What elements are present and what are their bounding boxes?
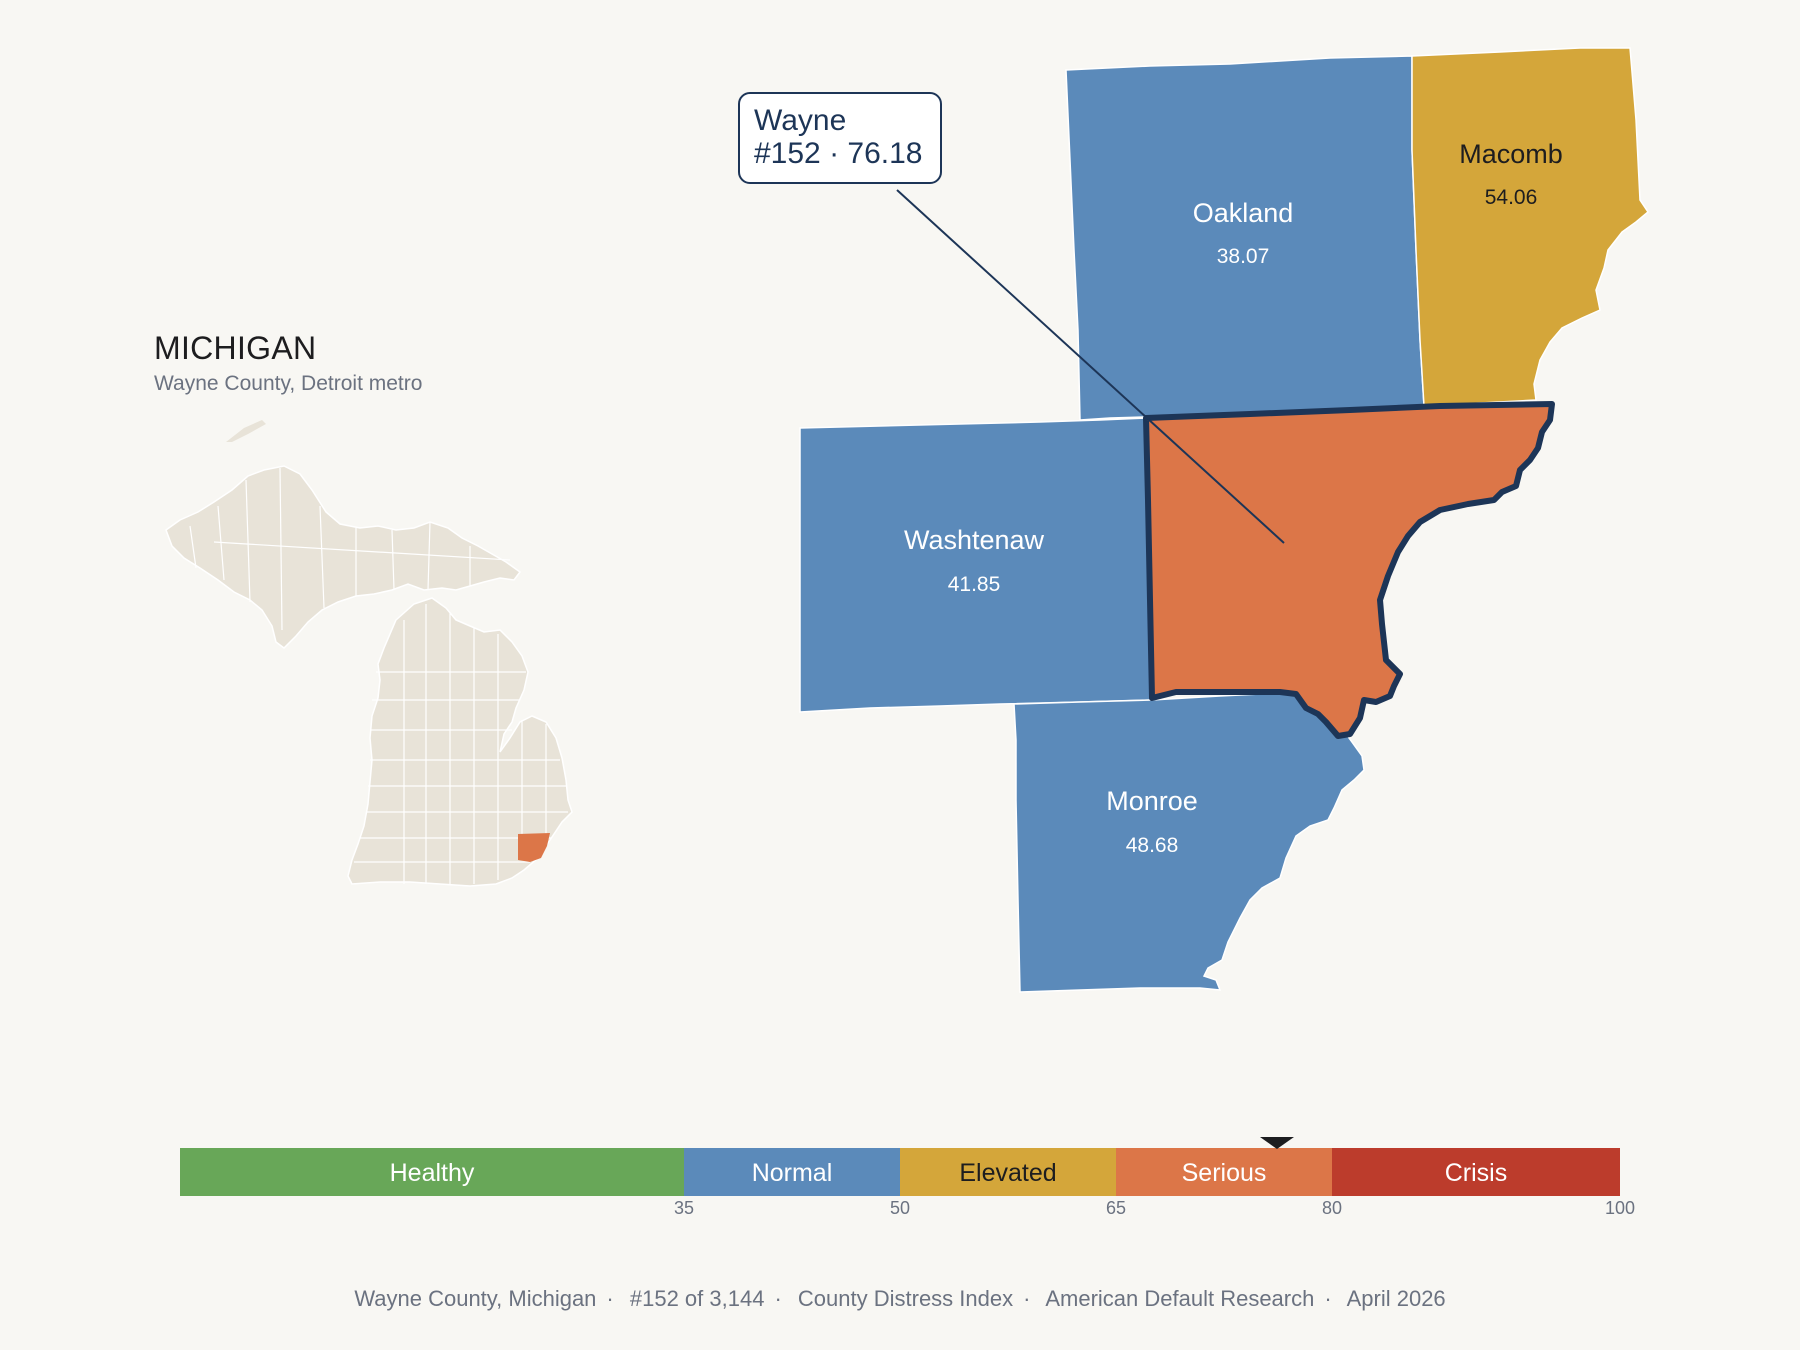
scale-band-normal <box>684 1148 900 1196</box>
scale-band-label: Healthy <box>390 1159 475 1187</box>
county-oakland-shape[interactable] <box>1065 55 1425 421</box>
footer-county: Wayne County, Michigan <box>354 1286 597 1311</box>
county-label-oakland: Oakland <box>1193 198 1294 228</box>
state-title: MICHIGAN <box>154 330 317 366</box>
footer-date: April 2026 <box>1346 1286 1446 1311</box>
scale-tick-label: 50 <box>890 1198 910 1218</box>
isle-royale-shape <box>226 420 266 442</box>
upper-peninsula-shape <box>165 465 522 649</box>
scale-tick-label: 35 <box>674 1198 694 1218</box>
county-label-macomb: Macomb <box>1459 139 1563 169</box>
scale-band-label: Normal <box>752 1159 833 1187</box>
county-callout: Wayne #152 · 76.18 <box>738 92 942 184</box>
county-label-monroe: Monroe <box>1106 786 1198 816</box>
county-wayne-shape[interactable] <box>1143 401 1555 739</box>
footer-index-name: County Distress Index <box>797 1286 1014 1311</box>
county-labels: Oakland 38.07 Macomb 54.06 Washtenaw 41.… <box>904 139 1563 857</box>
footer-separator: · <box>774 1286 782 1311</box>
footer-separator: · <box>606 1286 614 1311</box>
footer-publisher: American Default Research <box>1045 1286 1315 1311</box>
county-value-monroe: 48.68 <box>1126 834 1179 857</box>
distress-scale-bar: Healthy Normal Elevated Serious Crisis 35 50 65… <box>180 1137 1635 1218</box>
michigan-inset-map <box>165 420 573 887</box>
scale-band-label: Elevated <box>959 1159 1056 1187</box>
scale-marker-triangle <box>1259 1137 1294 1149</box>
county-monroe-shape[interactable] <box>1013 691 1365 993</box>
county-value-washtenaw: 41.85 <box>948 573 1001 596</box>
scale-band-serious <box>1116 1148 1332 1196</box>
scale-tick-label: 100 <box>1605 1198 1635 1218</box>
footer-separator: · <box>1023 1286 1031 1311</box>
scale-tick-label: 65 <box>1106 1198 1126 1218</box>
scale-band-crisis <box>1332 1148 1620 1196</box>
scale-tick-label: 80 <box>1322 1198 1342 1218</box>
county-washtenaw-shape[interactable] <box>799 417 1153 713</box>
scale-band-label: Crisis <box>1445 1159 1508 1187</box>
county-value-macomb: 54.06 <box>1485 186 1538 209</box>
state-subtitle: Wayne County, Detroit metro <box>154 372 423 395</box>
county-label-washtenaw: Washtenaw <box>904 525 1045 555</box>
scale-band-label: Serious <box>1182 1159 1267 1187</box>
inset-wayne-highlight <box>518 833 550 862</box>
scale-band-elevated <box>900 1148 1116 1196</box>
callout-leader-line <box>896 189 1285 544</box>
county-value-oakland: 38.07 <box>1217 245 1270 268</box>
callout-county-name: Wayne <box>754 104 847 137</box>
scale-band-healthy <box>180 1148 684 1196</box>
footer-separator: · <box>1324 1286 1332 1311</box>
county-map <box>799 47 1649 993</box>
county-macomb-shape[interactable] <box>1411 47 1649 407</box>
callout-rank-value: #152 · 76.18 <box>754 137 923 170</box>
footer-credits: Wayne County, Michigan · #152 of 3,144 · C… <box>0 1286 1800 1312</box>
footer-rank: #152 of 3,144 <box>629 1286 765 1311</box>
